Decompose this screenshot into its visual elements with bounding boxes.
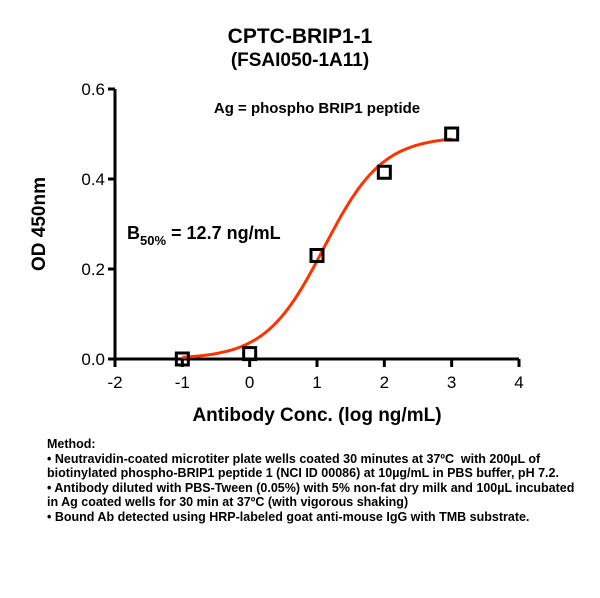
x-tick-label: 4 — [514, 373, 523, 392]
plot-area: OD 450nm Antibody Conc. (log ng/mL) Ag =… — [29, 80, 524, 426]
y-tick-label: 0.0 — [81, 350, 105, 369]
data-point — [444, 126, 460, 142]
method-step: • Bound Ab detected using HRP-labeled go… — [47, 509, 530, 524]
method-step: • Neutravidin-coated microtiter plate we… — [47, 451, 559, 481]
antigen-annotation: Ag = phospho BRIP1 peptide — [214, 100, 420, 117]
y-tick-label: 0.4 — [81, 170, 105, 189]
b50-annotation: B50% = 12.7 ng/mL — [127, 223, 281, 248]
method-step: • Antibody diluted with PBS-Tween (0.05%… — [47, 480, 578, 510]
y-tick-label: 0.6 — [81, 80, 105, 99]
y-tick-label: 0.2 — [81, 260, 105, 279]
data-point — [174, 351, 190, 367]
x-tick-label: 2 — [380, 373, 389, 392]
data-point — [376, 164, 392, 180]
x-tick-label: 3 — [447, 373, 456, 392]
method-heading: Method: — [47, 437, 96, 451]
chart-subtitle: (FSAI050-1A11) — [230, 50, 370, 71]
y-axis-label: OD 450nm — [29, 177, 50, 271]
x-tick-label: -2 — [107, 373, 122, 392]
x-tick-label: -1 — [175, 373, 190, 392]
data-point — [242, 346, 258, 362]
x-tick-label: 0 — [245, 373, 254, 392]
method-text: Method: • Neutravidin-coated microtiter … — [47, 437, 577, 525]
data-point — [309, 248, 325, 263]
x-tick-label: 1 — [312, 373, 321, 392]
chart-title: CPTC-BRIP1-1 — [227, 25, 373, 48]
x-axis-label: Antibody Conc. (log ng/mL) — [192, 405, 441, 426]
